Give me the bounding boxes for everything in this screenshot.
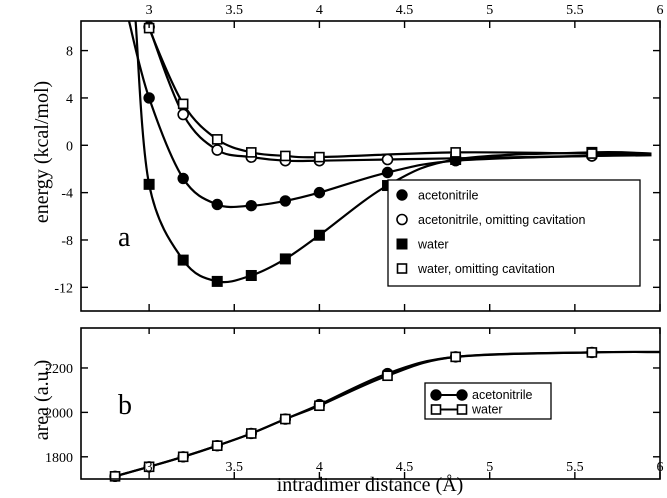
panel-b-frame <box>80 327 661 480</box>
legend-label-acetonitrile: acetonitrile <box>418 189 478 203</box>
legend-marker-acetonitrile <box>396 189 408 201</box>
panel-b-x-tick-label: 5.5 <box>566 460 584 475</box>
data-point-acetonitrile <box>313 186 326 199</box>
data-point-water <box>314 400 325 412</box>
panel-b-y-tick-label: 2000 <box>45 406 73 421</box>
panel-a-y-tick-label: 8 <box>66 45 73 60</box>
data-point-water <box>211 275 223 287</box>
panel-a-x-tick-label: 5.5 <box>566 3 584 18</box>
chart-text-layer: energy (kcal/mol) area (a.u.) intradimer… <box>31 81 463 496</box>
data-point-water <box>280 413 291 425</box>
panel-b-y-axis-title: area (a.u.) <box>31 360 53 441</box>
data-point-water <box>177 451 189 463</box>
panel-b-x-tick-label: 4.5 <box>396 460 414 475</box>
panel-a-x-tick-label: 3 <box>146 3 153 18</box>
data-point-water <box>245 428 257 439</box>
panel-a-y-tick-label: -12 <box>54 281 73 296</box>
panel-b-legend-box <box>424 382 552 420</box>
panel-a-y-tick-label: -4 <box>61 187 73 202</box>
panel-b-y-tick-label: 2200 <box>45 362 73 377</box>
series-markers-water <box>109 347 598 482</box>
data-point-acetonitrile <box>279 195 292 207</box>
data-point-water <box>143 178 155 190</box>
data-point-water <box>245 269 257 281</box>
data-point-acetonitrile <box>177 172 189 185</box>
data-point-acetonitrile-omitting-cavitation <box>211 144 224 156</box>
data-point-water <box>586 347 598 358</box>
panel-b-area: 3 3.5 4 4.5 5 5.5 6 2200 2000 1800 acetonitrilewat… <box>45 327 664 483</box>
panel-a-y-tick-label: 0 <box>66 139 73 154</box>
panel-b-x-tick-label: 3 <box>146 460 153 475</box>
data-point-water-omitting-cavitation <box>314 151 325 163</box>
data-point-water <box>177 254 189 266</box>
panel-a-x-tick-label: 4 <box>316 3 323 18</box>
data-point-water-omitting-cavitation <box>450 147 461 158</box>
legend-label-acetonitrile: acetonitrile <box>472 388 532 402</box>
panel-b-x-tick-label: 5 <box>486 460 493 475</box>
series-markers-water-omitting-cavitation <box>143 22 598 163</box>
data-point-water-omitting-cavitation <box>586 148 598 159</box>
data-point-acetonitrile <box>245 199 257 212</box>
panel-b-letter: b <box>118 390 132 421</box>
legend-marker-acetonitrile-omitting-cavitation <box>396 213 408 226</box>
data-point-acetonitrile <box>381 166 394 179</box>
panel-a-y-tick-label: 4 <box>66 92 73 107</box>
legend-marker-water <box>430 404 442 415</box>
panel-b-y-tick-label: 1800 <box>45 451 73 466</box>
legend-marker-acetonitrile <box>456 389 468 401</box>
panel-a-frame <box>80 20 661 312</box>
legend-marker-water-omitting-cavitation <box>396 263 408 274</box>
data-point-water <box>313 229 325 241</box>
data-point-acetonitrile-omitting-cavitation <box>381 153 394 166</box>
data-point-water <box>450 351 461 363</box>
data-point-water <box>143 461 155 473</box>
data-point-water-omitting-cavitation <box>211 134 223 145</box>
legend-label-water: water <box>471 403 503 417</box>
legend-marker-acetonitrile <box>430 389 442 401</box>
data-point-water <box>109 471 121 482</box>
panel-a-x-tick-label: 4.5 <box>396 3 414 18</box>
legend-marker-water <box>396 238 408 250</box>
panel-a-legend: acetonitrile acetonitrile, omitting cavit… <box>387 179 641 287</box>
panel-a-letter: a <box>118 222 131 253</box>
data-point-water <box>211 440 223 451</box>
data-point-water <box>279 253 291 265</box>
data-point-water <box>382 370 393 382</box>
panel-a-x-tick-label: 3.5 <box>226 3 244 18</box>
panel-a-y-tick-label: -8 <box>61 234 73 249</box>
panel-a-y-axis-title: energy (kcal/mol) <box>31 81 53 223</box>
data-point-acetonitrile <box>211 198 223 211</box>
panel-b-x-tick-label: 6 <box>657 460 664 475</box>
panel-a-legend-box <box>387 179 641 287</box>
legend-label-acetonitrile-omitting-cavitation: acetonitrile, omitting cavitation <box>418 213 585 227</box>
panel-a-energy: 3 3.5 4 4.5 5 5.5 6840-4-8-12acetonitrileaceto… <box>54 3 664 312</box>
data-point-water-omitting-cavitation <box>280 150 291 162</box>
legend-label-water: water <box>417 238 449 252</box>
legend-marker-water <box>456 404 468 415</box>
panel-b-x-tick-label: 4 <box>316 460 323 475</box>
panel-a-x-tick-label: 6 <box>657 3 664 18</box>
data-point-acetonitrile-omitting-cavitation <box>177 108 189 121</box>
data-point-acetonitrile <box>143 92 155 104</box>
legend-label-water-omitting-cavitation: water, omitting cavitation <box>417 262 555 276</box>
panel-a-x-tick-label: 5 <box>486 3 493 18</box>
panel-b-x-tick-label: 3.5 <box>226 460 244 475</box>
data-point-water-omitting-cavitation <box>245 147 257 158</box>
x-axis-title: intradimer distance (Å) <box>277 474 464 496</box>
series-line-acetonitrile <box>127 21 652 209</box>
data-point-water-omitting-cavitation <box>177 98 189 110</box>
